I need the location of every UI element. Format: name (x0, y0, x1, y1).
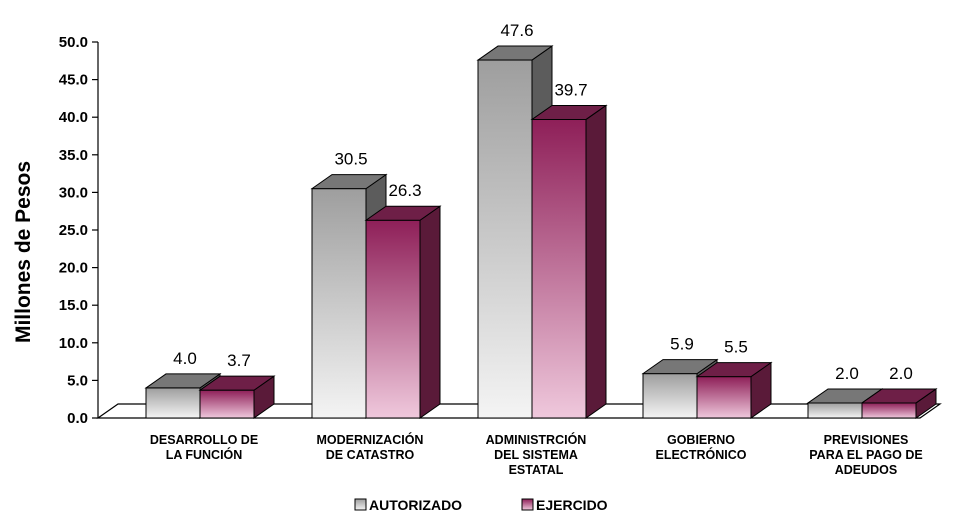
category-label: PARA EL PAGO DE (809, 448, 922, 462)
y-tick-label: 15.0 (59, 297, 88, 314)
y-tick-label: 30.0 (59, 184, 88, 201)
bar-front (477, 59, 533, 419)
category-label: GOBIERNO (667, 433, 735, 447)
bar-top (198, 375, 276, 391)
bar-top (641, 359, 719, 375)
legend-label-ejercido: EJERCIDO (536, 497, 608, 512)
category-label: DE CATASTRO (326, 448, 415, 462)
data-label: 39.7 (554, 80, 587, 99)
y-tick-label: 50.0 (59, 34, 88, 51)
bar-top (364, 205, 442, 221)
bar-ejercido-2 (530, 104, 608, 419)
data-label: 30.5 (334, 150, 367, 169)
data-label: 2.0 (889, 364, 913, 383)
bar-top (310, 174, 388, 190)
y-tick-label: 0.0 (67, 410, 88, 427)
category-label: LA FUNCIÓN (166, 447, 243, 462)
y-axis-title: Millones de Pesos (12, 161, 35, 343)
bar-top (860, 388, 938, 404)
data-label: 47.6 (500, 21, 533, 40)
bar-front (531, 118, 587, 419)
y-axis: 0.0 5.0 10.0 15.0 20.0 25.0 30.0 35.0 40.0 45.0 50… (59, 34, 99, 427)
category-label: PREVISIONES (824, 433, 909, 447)
data-label: 5.5 (724, 338, 748, 357)
y-tick-label: 20.0 (59, 260, 88, 277)
y-tick-label: 10.0 (59, 335, 88, 352)
bar-top (476, 45, 554, 61)
bar-top (695, 362, 773, 378)
category-label: ADMINISTRCIÓN (486, 432, 587, 447)
bar-side (585, 104, 607, 419)
bar-front (861, 402, 917, 419)
bar-ejercido-1 (364, 205, 442, 419)
legend-swatch-ejercido (521, 498, 534, 511)
legend-label-autorizado: AUTORIZADO (369, 497, 462, 512)
bar-side (419, 205, 441, 419)
y-tick-label: 40.0 (59, 109, 88, 126)
y-tick-label: 5.0 (67, 372, 88, 389)
category-label: ADEUDOS (835, 463, 898, 477)
data-label: 3.7 (227, 351, 251, 370)
data-label: 5.9 (670, 335, 694, 354)
category-label: DESARROLLO DE (150, 433, 258, 447)
data-labels: 4.0 3.7 30.5 26.3 47.6 39.7 5.9 5.5 2.0 2.0 (173, 21, 913, 383)
bar-front (365, 219, 421, 419)
bar-front (199, 389, 255, 419)
y-tick-label: 25.0 (59, 222, 88, 239)
bar-ejercido-0 (198, 375, 276, 419)
bars (144, 45, 938, 419)
bar-ejercido-4 (860, 387, 938, 419)
category-label: DEL SISTEMA (494, 448, 578, 462)
bar-front (311, 188, 367, 419)
category-label: MODERNIZACIÓN (317, 432, 424, 447)
bar-top (530, 104, 608, 120)
category-label: ELECTRÓNICO (656, 447, 747, 462)
category-label: ESTATAL (509, 463, 564, 477)
data-label: 2.0 (835, 364, 859, 383)
legend: AUTORIZADO EJERCIDO (354, 497, 608, 512)
bar-front (145, 387, 201, 419)
data-label: 4.0 (173, 349, 197, 368)
bar-front (807, 402, 863, 419)
y-tick-label: 35.0 (59, 147, 88, 164)
data-label: 26.3 (388, 181, 421, 200)
legend-swatch-autorizado (354, 498, 367, 511)
bar-front (696, 376, 752, 419)
y-tick-label: 45.0 (59, 72, 88, 89)
bar-ejercido-3 (695, 361, 773, 419)
bar-top (144, 373, 222, 389)
bar-front (642, 373, 698, 419)
